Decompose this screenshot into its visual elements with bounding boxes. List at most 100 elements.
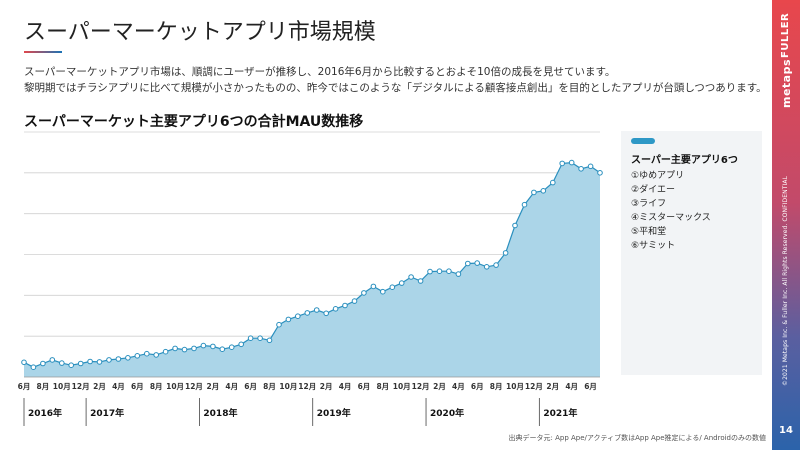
data-point [578, 166, 584, 172]
data-point [162, 348, 169, 355]
description: スーパーマーケットアプリ市場は、順調にユーザーが推移し、2016年6月から比較す… [24, 64, 767, 96]
data-point [351, 298, 358, 304]
x-tick-label: 4月 [112, 382, 125, 391]
data-point [455, 271, 462, 277]
chart-title: スーパーマーケット主要アプリ6つの合計MAU数推移 [24, 114, 364, 130]
x-tick-label: 4月 [452, 382, 465, 391]
data-point [144, 350, 150, 357]
data-point [210, 343, 216, 350]
data-point [59, 360, 65, 366]
x-tick-label: 2月 [93, 382, 106, 391]
data-point [512, 222, 518, 229]
data-point [238, 341, 244, 348]
data-point [200, 342, 207, 349]
data-point [257, 335, 263, 342]
x-tick-label: 10月 [166, 382, 184, 391]
data-point [285, 316, 292, 323]
legend-item: ⑤平和堂 [631, 227, 667, 237]
x-tick-label: 2月 [320, 382, 333, 391]
data-point [521, 201, 528, 208]
year-label: 2018年 [203, 407, 237, 419]
x-tick-label: 10月 [393, 382, 411, 391]
year-label: 2019年 [317, 407, 351, 419]
data-point [266, 337, 273, 344]
data-point [49, 357, 56, 363]
data-point [370, 283, 377, 290]
x-tick-label: 6月 [471, 382, 484, 391]
data-point [323, 310, 330, 317]
legend-item: ④ミスターマックス [631, 213, 711, 223]
x-tick-label: 4月 [225, 382, 238, 391]
legend-item: ②ダイエー [631, 185, 675, 195]
data-point [172, 345, 178, 352]
data-point [408, 274, 414, 280]
data-point [446, 268, 452, 275]
x-tick-label: 6月 [358, 382, 371, 391]
x-tick-label: 10月 [53, 382, 71, 391]
title-underline [24, 51, 62, 53]
source-note: 出典データ元: App Ape/アクティブ数はApp Ape推定による/ And… [508, 434, 767, 442]
x-tick-label: 10月 [506, 382, 524, 391]
data-point [568, 159, 575, 166]
data-point [427, 268, 433, 275]
fuller-logo: FULLER [780, 12, 791, 58]
data-point [398, 280, 405, 286]
legend-item: ③ライフ [631, 199, 667, 209]
data-point [228, 344, 235, 351]
data-point [531, 189, 537, 196]
data-point [342, 302, 348, 309]
year-label: 2021年 [543, 407, 577, 419]
legend-title: スーパー主要アプリ6つ [631, 155, 738, 166]
data-point [540, 188, 547, 194]
x-tick-label: 12月 [298, 382, 316, 391]
page-title: スーパーマーケットアプリ市場規模 [24, 20, 376, 45]
brand-side-bar: metaps FULLER ©2021 Metaps Inc. & Fuller… [772, 0, 800, 450]
x-tick-label: 6月 [244, 382, 257, 391]
data-point [483, 264, 490, 270]
mau-area [24, 162, 600, 377]
data-point [68, 362, 74, 369]
x-tick-label: 12月 [412, 382, 430, 391]
data-point [219, 346, 226, 353]
data-point [40, 360, 46, 367]
legend-item: ⑥サミット [631, 241, 676, 251]
data-point [304, 310, 311, 316]
x-tick-label: 2月 [433, 382, 446, 391]
data-point [417, 278, 424, 284]
data-point [181, 346, 188, 353]
data-point [493, 262, 499, 268]
x-tick-label: 6月 [131, 382, 144, 391]
page-number: 14 [779, 425, 793, 436]
data-point [30, 364, 37, 371]
data-point [295, 313, 301, 320]
data-point [313, 307, 320, 313]
data-point [550, 179, 556, 186]
data-point [247, 335, 254, 342]
data-point [474, 260, 481, 266]
data-point [96, 359, 103, 365]
x-tick-label: 8月 [150, 382, 163, 391]
data-point [436, 268, 443, 275]
data-point [134, 353, 141, 359]
x-tick-label: 12月 [525, 382, 543, 391]
data-point [361, 290, 367, 296]
x-tick-label: 4月 [339, 382, 352, 391]
x-tick-label: 12月 [72, 382, 90, 391]
x-tick-label: 6月 [584, 382, 597, 391]
x-tick-label: 8月 [263, 382, 276, 391]
x-tick-label: 6月 [18, 382, 31, 391]
data-point [276, 321, 282, 328]
data-point [559, 160, 566, 167]
data-point [87, 358, 93, 365]
data-point [389, 284, 396, 291]
x-tick-label: 8月 [37, 382, 50, 391]
data-point [77, 360, 84, 367]
data-point [21, 359, 27, 366]
year-label: 2020年 [430, 407, 464, 419]
description-line-1: スーパーマーケットアプリ市場は、順調にユーザーが推移し、2016年6月から比較す… [24, 66, 616, 78]
confidential-note: ©2021 Metaps Inc. & Fuller Inc. All Righ… [782, 175, 789, 386]
x-tick-label: 2月 [546, 382, 559, 391]
x-tick-label: 4月 [565, 382, 578, 391]
metaps-logo: metaps [780, 58, 793, 108]
